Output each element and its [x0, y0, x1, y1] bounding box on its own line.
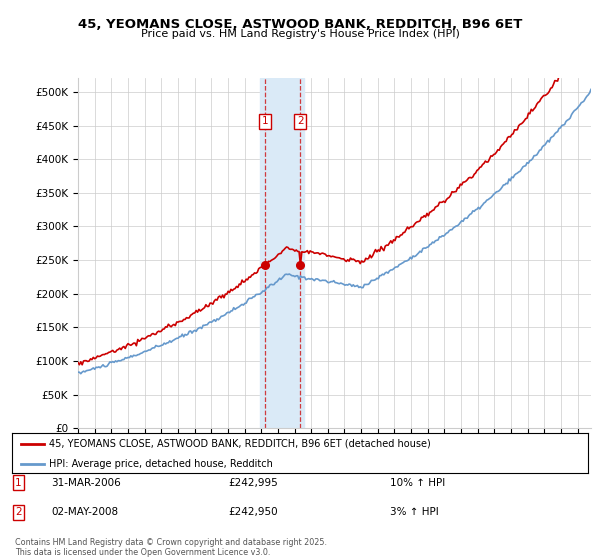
Text: Contains HM Land Registry data © Crown copyright and database right 2025.
This d: Contains HM Land Registry data © Crown c…	[15, 538, 327, 557]
Text: 3% ↑ HPI: 3% ↑ HPI	[390, 507, 439, 517]
Text: 45, YEOMANS CLOSE, ASTWOOD BANK, REDDITCH, B96 6ET (detached house): 45, YEOMANS CLOSE, ASTWOOD BANK, REDDITC…	[49, 439, 431, 449]
Text: 31-MAR-2006: 31-MAR-2006	[51, 478, 121, 488]
Text: 2: 2	[15, 507, 22, 517]
Text: 10% ↑ HPI: 10% ↑ HPI	[390, 478, 445, 488]
Bar	[260, 78, 304, 428]
Text: Price paid vs. HM Land Registry's House Price Index (HPI): Price paid vs. HM Land Registry's House …	[140, 29, 460, 39]
Text: £242,950: £242,950	[228, 507, 278, 517]
Text: HPI: Average price, detached house, Redditch: HPI: Average price, detached house, Redd…	[49, 459, 274, 469]
Text: 2: 2	[297, 116, 304, 127]
Text: 1: 1	[262, 116, 269, 127]
Text: 45, YEOMANS CLOSE, ASTWOOD BANK, REDDITCH, B96 6ET: 45, YEOMANS CLOSE, ASTWOOD BANK, REDDITC…	[78, 18, 522, 31]
Text: £242,995: £242,995	[228, 478, 278, 488]
Text: 1: 1	[15, 478, 22, 488]
Text: 02-MAY-2008: 02-MAY-2008	[51, 507, 118, 517]
